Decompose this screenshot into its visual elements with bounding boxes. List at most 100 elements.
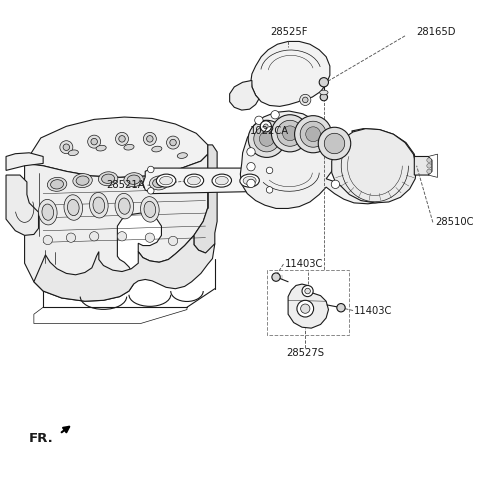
Ellipse shape <box>119 198 130 214</box>
Circle shape <box>302 286 313 297</box>
Circle shape <box>60 141 73 154</box>
Text: 11403C: 11403C <box>354 305 392 315</box>
Circle shape <box>300 95 311 106</box>
Polygon shape <box>34 235 215 301</box>
Circle shape <box>147 188 154 194</box>
Circle shape <box>337 303 345 312</box>
Circle shape <box>259 132 274 146</box>
Ellipse shape <box>124 173 144 187</box>
Circle shape <box>248 120 285 157</box>
Circle shape <box>295 116 332 153</box>
Ellipse shape <box>73 174 92 188</box>
Ellipse shape <box>98 172 118 186</box>
Circle shape <box>254 126 280 152</box>
Polygon shape <box>229 81 259 110</box>
Ellipse shape <box>64 195 83 220</box>
Ellipse shape <box>124 144 134 150</box>
Circle shape <box>266 167 273 174</box>
Ellipse shape <box>42 204 54 220</box>
Ellipse shape <box>320 90 328 95</box>
Circle shape <box>66 233 76 242</box>
Ellipse shape <box>48 177 67 192</box>
Text: 28510C: 28510C <box>435 217 474 228</box>
Circle shape <box>90 232 99 241</box>
Text: 28165D: 28165D <box>417 27 456 37</box>
Ellipse shape <box>38 199 57 225</box>
Ellipse shape <box>156 174 176 187</box>
Circle shape <box>119 136 125 142</box>
Ellipse shape <box>184 174 204 187</box>
Circle shape <box>63 144 70 150</box>
Circle shape <box>297 300 313 317</box>
Ellipse shape <box>89 192 108 218</box>
Ellipse shape <box>76 176 89 185</box>
Ellipse shape <box>115 193 133 219</box>
Text: 1022CA: 1022CA <box>250 126 289 136</box>
Ellipse shape <box>187 177 201 185</box>
Circle shape <box>146 136 153 142</box>
Ellipse shape <box>102 174 115 183</box>
Polygon shape <box>6 153 43 170</box>
Circle shape <box>147 166 154 173</box>
Circle shape <box>427 158 432 163</box>
Circle shape <box>272 273 280 281</box>
Ellipse shape <box>152 146 162 152</box>
Ellipse shape <box>68 150 78 156</box>
Circle shape <box>300 121 326 147</box>
Circle shape <box>318 127 351 160</box>
Ellipse shape <box>159 177 173 185</box>
Circle shape <box>331 180 340 189</box>
Circle shape <box>264 124 268 129</box>
Circle shape <box>116 132 129 145</box>
Ellipse shape <box>149 176 169 190</box>
Circle shape <box>43 235 52 245</box>
Ellipse shape <box>153 178 166 188</box>
Circle shape <box>319 78 328 87</box>
Ellipse shape <box>240 174 259 187</box>
Circle shape <box>168 236 178 246</box>
Circle shape <box>427 169 432 174</box>
Ellipse shape <box>215 177 228 185</box>
Polygon shape <box>24 154 208 301</box>
Circle shape <box>302 97 308 103</box>
Circle shape <box>247 148 255 156</box>
Circle shape <box>320 94 327 101</box>
Text: 11403C: 11403C <box>284 259 323 269</box>
Text: 28521A: 28521A <box>107 180 145 190</box>
Text: FR.: FR. <box>29 432 54 445</box>
Circle shape <box>255 116 263 124</box>
Ellipse shape <box>127 175 140 184</box>
Circle shape <box>144 132 156 145</box>
Circle shape <box>305 288 311 294</box>
Circle shape <box>167 136 180 149</box>
Circle shape <box>260 121 271 132</box>
Circle shape <box>247 163 255 171</box>
Polygon shape <box>143 168 277 193</box>
Circle shape <box>247 179 255 188</box>
Text: 28527S: 28527S <box>286 348 324 358</box>
Circle shape <box>324 133 345 154</box>
Circle shape <box>300 304 310 313</box>
Circle shape <box>118 232 127 241</box>
Circle shape <box>266 187 273 193</box>
Polygon shape <box>6 175 38 235</box>
Ellipse shape <box>68 199 79 216</box>
Circle shape <box>91 138 97 145</box>
Circle shape <box>170 139 176 146</box>
Ellipse shape <box>144 201 156 217</box>
Ellipse shape <box>141 197 159 222</box>
Ellipse shape <box>212 174 231 187</box>
Polygon shape <box>24 117 208 178</box>
Ellipse shape <box>96 145 106 151</box>
Polygon shape <box>414 156 432 175</box>
Text: 28525F: 28525F <box>270 27 308 37</box>
Circle shape <box>271 115 309 152</box>
Circle shape <box>277 120 303 146</box>
Ellipse shape <box>93 197 105 213</box>
Polygon shape <box>240 111 417 208</box>
Polygon shape <box>251 41 330 107</box>
Circle shape <box>271 110 279 119</box>
Polygon shape <box>194 145 217 253</box>
Ellipse shape <box>50 180 63 189</box>
Polygon shape <box>332 129 417 203</box>
